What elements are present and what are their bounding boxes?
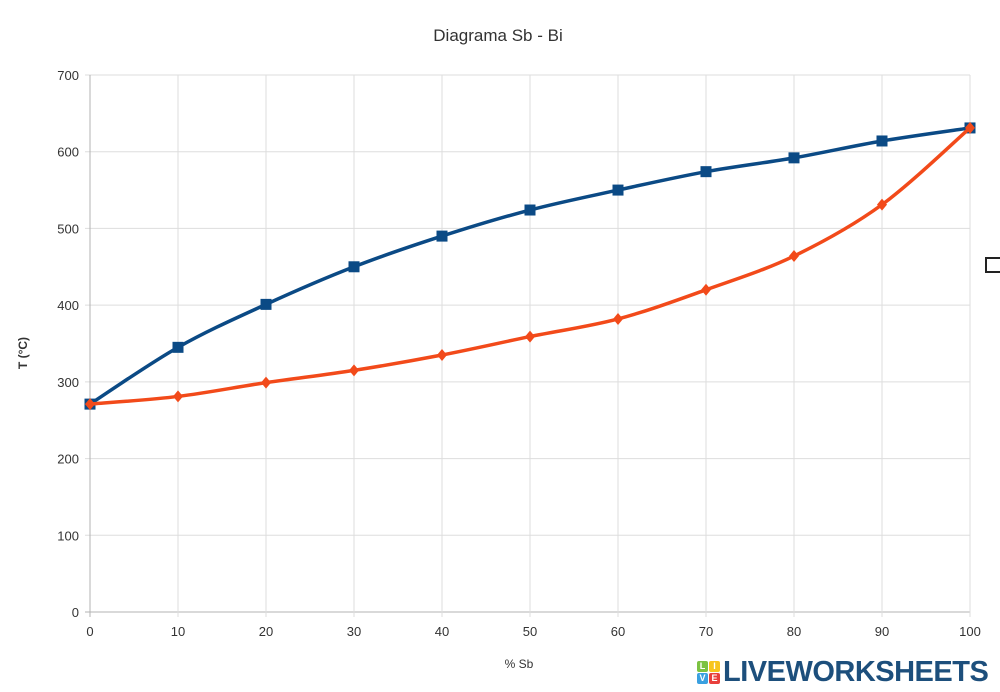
data-point-square [788, 152, 800, 164]
data-point-square [876, 135, 888, 147]
x-tick-label: 50 [523, 624, 537, 639]
y-tick-label: 400 [57, 298, 79, 313]
data-point-square [348, 261, 360, 273]
y-tick-label: 0 [72, 605, 79, 620]
y-tick-label: 500 [57, 221, 79, 236]
legend-box [985, 257, 1000, 273]
data-point-diamond [437, 349, 447, 362]
y-tick-label: 100 [57, 528, 79, 543]
data-point-diamond [701, 283, 711, 296]
x-tick-label: 100 [959, 624, 981, 639]
series-layer [84, 121, 976, 411]
y-tick-label: 700 [57, 68, 79, 83]
x-tick-label: 10 [171, 624, 185, 639]
y-tick-label: 200 [57, 452, 79, 467]
data-point-diamond [789, 250, 799, 263]
x-tick-label: 70 [699, 624, 713, 639]
y-tick-label: 300 [57, 375, 79, 390]
data-point-diamond [965, 121, 975, 134]
data-point-diamond [525, 330, 535, 343]
y-axis-label: T (°C) [16, 337, 30, 369]
x-tick-label: 0 [86, 624, 93, 639]
data-point-diamond [85, 398, 95, 411]
tick-labels: 0 100 200 300 400 500 600 700 0 10 20 30 40 50 60 70 80 9… [57, 68, 981, 639]
x-tick-label: 20 [259, 624, 273, 639]
data-point-diamond [261, 376, 271, 389]
chart-title: Diagrama Sb - Bi [433, 26, 562, 45]
data-point-square [436, 230, 448, 242]
data-point-square [172, 341, 184, 353]
x-tick-label: 60 [611, 624, 625, 639]
data-point-diamond [613, 312, 623, 325]
logo-text: LIVEWORKSHEETS [723, 656, 989, 688]
data-point-diamond [173, 390, 183, 403]
y-tick-label: 600 [57, 145, 79, 160]
data-point-square [260, 298, 272, 310]
x-tick-label: 90 [875, 624, 889, 639]
x-tick-label: 30 [347, 624, 361, 639]
data-point-square [524, 204, 536, 216]
data-point-diamond [349, 364, 359, 377]
x-tick-label: 80 [787, 624, 801, 639]
x-axis-label: % Sb [505, 657, 534, 671]
data-point-diamond [877, 198, 887, 211]
data-point-square [700, 166, 712, 178]
x-tick-label: 40 [435, 624, 449, 639]
grid [85, 74, 971, 617]
data-point-square [612, 184, 624, 196]
